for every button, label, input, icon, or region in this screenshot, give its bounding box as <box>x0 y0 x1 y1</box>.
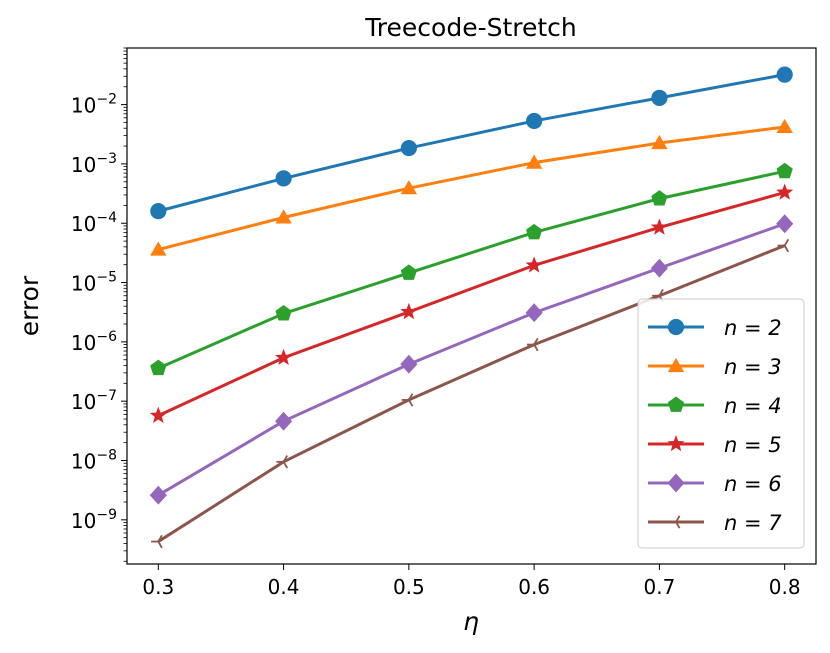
data-point <box>525 256 543 273</box>
legend-marker <box>668 515 681 529</box>
y-tick-label: 10−3 <box>71 151 117 177</box>
marker-arm <box>658 289 664 297</box>
data-point <box>275 305 292 321</box>
series-4 <box>150 162 793 376</box>
marker-arm <box>675 515 681 523</box>
y-axis-label: error <box>15 275 44 336</box>
y-tick-label: 10−4 <box>71 210 117 236</box>
x-tick-label: 0.3 <box>142 575 174 599</box>
data-point <box>776 162 793 179</box>
series-line <box>157 191 786 418</box>
series-layer <box>149 66 794 549</box>
legend: n = 2 n = 3 n = 4 n = 5 n = 6 n = 7 <box>637 298 805 549</box>
data-point <box>776 214 794 234</box>
series-5 <box>149 183 794 423</box>
data-point <box>400 302 418 320</box>
legend-entry: n = 3 <box>648 355 782 379</box>
marker-arm <box>408 399 414 407</box>
series-line <box>157 222 786 497</box>
series-line <box>157 244 786 543</box>
data-point <box>149 406 167 423</box>
data-point <box>526 223 543 240</box>
series-3 <box>150 118 793 256</box>
marker-arm <box>282 455 288 463</box>
legend-label: n = 3 <box>724 355 782 379</box>
data-point <box>400 264 417 280</box>
data-point <box>275 209 292 224</box>
legend-marker <box>667 435 685 452</box>
legend-label: n = 6 <box>724 472 782 496</box>
data-point <box>400 139 417 157</box>
data-point <box>776 66 793 83</box>
series-line <box>157 125 785 252</box>
x-tick-label: 0.8 <box>769 575 801 599</box>
y-tick-label: 10−2 <box>71 92 117 118</box>
data-point <box>149 485 167 505</box>
y-tick-label: 10−9 <box>71 507 117 533</box>
data-point <box>525 303 543 323</box>
legend-entry: n = 7 <box>648 511 782 535</box>
data-point <box>776 183 794 200</box>
legend-marker <box>667 318 685 336</box>
data-point <box>275 170 292 187</box>
legend-entry: n = 6 <box>648 472 782 496</box>
data-point <box>651 190 668 206</box>
data-point <box>151 534 163 549</box>
data-point <box>525 154 543 169</box>
series-line <box>157 169 785 370</box>
data-point <box>526 112 543 130</box>
legend-label: n = 5 <box>724 433 782 457</box>
marker-arm <box>783 238 790 247</box>
data-point <box>526 337 539 352</box>
legend-entry: n = 4 <box>648 394 782 418</box>
data-point <box>275 411 293 431</box>
data-point <box>401 393 414 407</box>
x-tick-label: 0.5 <box>393 575 425 599</box>
axis-ticks: 0.3 0.4 0.5 0.6 0.7 0.8 10−9 10−8 10−7 10−6 10−5 10… <box>71 47 801 599</box>
marker-arm <box>157 541 163 549</box>
legend-entry: n = 2 <box>648 316 782 340</box>
series-2 <box>150 66 793 220</box>
legend-marker <box>667 396 685 412</box>
data-point <box>777 238 790 253</box>
legend-label: n = 7 <box>724 511 782 535</box>
data-point <box>400 354 418 374</box>
marker-arm <box>157 534 163 543</box>
data-point <box>150 359 167 376</box>
data-point <box>650 258 668 278</box>
series-6 <box>149 214 794 505</box>
x-tick-label: 0.4 <box>268 575 300 599</box>
legend-marker <box>667 473 685 493</box>
legend-label: n = 4 <box>724 394 782 418</box>
chart-title: Treecode-Stretch <box>364 13 577 42</box>
data-point <box>276 455 288 469</box>
y-tick-label: 10−7 <box>71 388 117 414</box>
y-tick-label: 10−5 <box>71 270 117 296</box>
data-point <box>150 241 167 256</box>
marker-arm <box>533 337 539 346</box>
x-tick-label: 0.6 <box>518 575 550 599</box>
marker-arm <box>282 461 288 469</box>
x-tick-label: 0.7 <box>644 575 676 599</box>
x-axis-label: η <box>463 607 479 636</box>
data-point <box>275 348 293 366</box>
legend-label: n = 2 <box>724 316 782 340</box>
data-point <box>650 218 668 235</box>
y-tick-label: 10−8 <box>71 448 117 474</box>
data-point <box>150 203 167 220</box>
marker-arm <box>408 393 414 401</box>
series-line <box>157 73 785 213</box>
marker-arm <box>533 344 539 352</box>
data-point <box>776 118 793 134</box>
data-point <box>400 180 418 195</box>
marker-arm <box>783 245 790 253</box>
y-tick-label: 10−6 <box>71 329 117 355</box>
legend-marker <box>667 357 685 373</box>
data-point <box>651 134 668 150</box>
legend-entry: n = 5 <box>648 433 782 457</box>
marker-arm <box>675 521 681 529</box>
data-point <box>651 89 668 106</box>
